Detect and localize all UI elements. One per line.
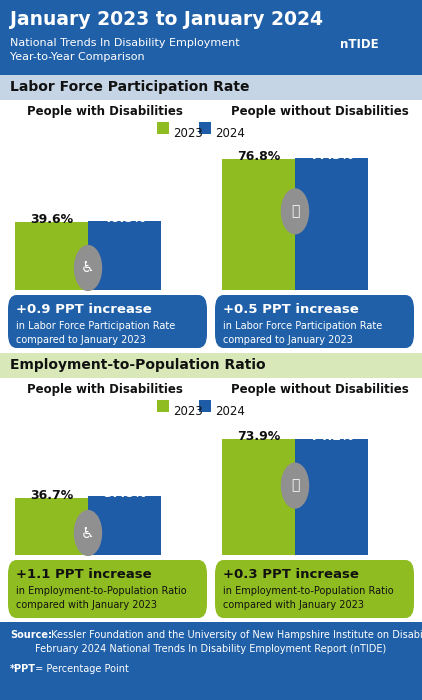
Text: Employment-to-Population Ratio: Employment-to-Population Ratio	[10, 358, 265, 372]
Text: 37.8%: 37.8%	[103, 487, 146, 500]
Circle shape	[75, 510, 102, 555]
Text: ♿: ♿	[81, 526, 95, 540]
FancyBboxPatch shape	[0, 378, 422, 560]
FancyBboxPatch shape	[15, 223, 88, 290]
FancyBboxPatch shape	[199, 400, 211, 412]
Text: 77.3%: 77.3%	[310, 149, 353, 162]
Text: = Percentage Point: = Percentage Point	[32, 664, 129, 674]
FancyBboxPatch shape	[8, 295, 207, 348]
Text: in Labor Force Participation Rate
compared to January 2023: in Labor Force Participation Rate compar…	[223, 321, 382, 345]
Text: 74.2%: 74.2%	[310, 430, 353, 443]
FancyBboxPatch shape	[88, 221, 161, 290]
Text: Year-to-Year Comparison: Year-to-Year Comparison	[10, 52, 145, 62]
Text: +0.5 PPT increase: +0.5 PPT increase	[223, 303, 359, 316]
Text: +0.9 PPT increase: +0.9 PPT increase	[16, 303, 152, 316]
Text: ⛹: ⛹	[291, 204, 299, 218]
Text: January 2023 to January 2024: January 2023 to January 2024	[10, 10, 323, 29]
FancyBboxPatch shape	[295, 439, 368, 555]
Text: *PPT: *PPT	[10, 664, 36, 674]
Text: +0.3 PPT increase: +0.3 PPT increase	[223, 568, 359, 581]
Text: 2024: 2024	[215, 405, 245, 418]
Text: 2024: 2024	[215, 127, 245, 140]
FancyBboxPatch shape	[88, 496, 161, 555]
Circle shape	[281, 463, 308, 508]
FancyBboxPatch shape	[222, 440, 295, 555]
Circle shape	[281, 189, 308, 234]
Text: People without Disabilities: People without Disabilities	[231, 383, 409, 396]
Text: in Employment-to-Population Ratio
compared with January 2023: in Employment-to-Population Ratio compar…	[223, 586, 394, 610]
Circle shape	[75, 246, 102, 290]
FancyBboxPatch shape	[0, 100, 422, 295]
Text: 40.5%: 40.5%	[103, 212, 146, 225]
Text: in Labor Force Participation Rate
compared to January 2023: in Labor Force Participation Rate compar…	[16, 321, 175, 345]
Text: People with Disabilities: People with Disabilities	[27, 383, 183, 396]
Text: People with Disabilities: People with Disabilities	[27, 105, 183, 118]
Text: Kessler Foundation and the University of New Hampshire Institute on Disability: Kessler Foundation and the University of…	[48, 630, 422, 640]
Text: nTIDE: nTIDE	[340, 38, 379, 51]
FancyBboxPatch shape	[199, 122, 211, 134]
FancyBboxPatch shape	[157, 122, 169, 134]
Text: National Trends In Disability Employment: National Trends In Disability Employment	[10, 38, 240, 48]
FancyBboxPatch shape	[215, 295, 414, 348]
Text: 39.6%: 39.6%	[30, 214, 73, 226]
FancyBboxPatch shape	[0, 75, 422, 100]
FancyBboxPatch shape	[0, 353, 422, 378]
Text: February 2024 National Trends In Disability Employment Report (nTIDE): February 2024 National Trends In Disabil…	[10, 644, 386, 654]
Text: 76.8%: 76.8%	[237, 150, 280, 163]
Text: ♿: ♿	[81, 260, 95, 276]
Text: in Employment-to-Population Ratio
compared with January 2023: in Employment-to-Population Ratio compar…	[16, 586, 187, 610]
Text: Source:: Source:	[10, 630, 52, 640]
Text: Labor Force Participation Rate: Labor Force Participation Rate	[10, 80, 249, 94]
FancyBboxPatch shape	[0, 0, 422, 75]
Text: 73.9%: 73.9%	[237, 430, 280, 443]
FancyBboxPatch shape	[157, 400, 169, 412]
FancyBboxPatch shape	[15, 498, 88, 555]
Text: ⛹: ⛹	[291, 479, 299, 493]
Text: 36.7%: 36.7%	[30, 489, 73, 502]
Text: 2023: 2023	[173, 405, 203, 418]
Text: 2023: 2023	[173, 127, 203, 140]
FancyBboxPatch shape	[222, 159, 295, 290]
Text: +1.1 PPT increase: +1.1 PPT increase	[16, 568, 151, 581]
Text: People without Disabilities: People without Disabilities	[231, 105, 409, 118]
FancyBboxPatch shape	[0, 622, 422, 700]
FancyBboxPatch shape	[215, 560, 414, 618]
FancyBboxPatch shape	[8, 560, 207, 618]
FancyBboxPatch shape	[295, 158, 368, 290]
